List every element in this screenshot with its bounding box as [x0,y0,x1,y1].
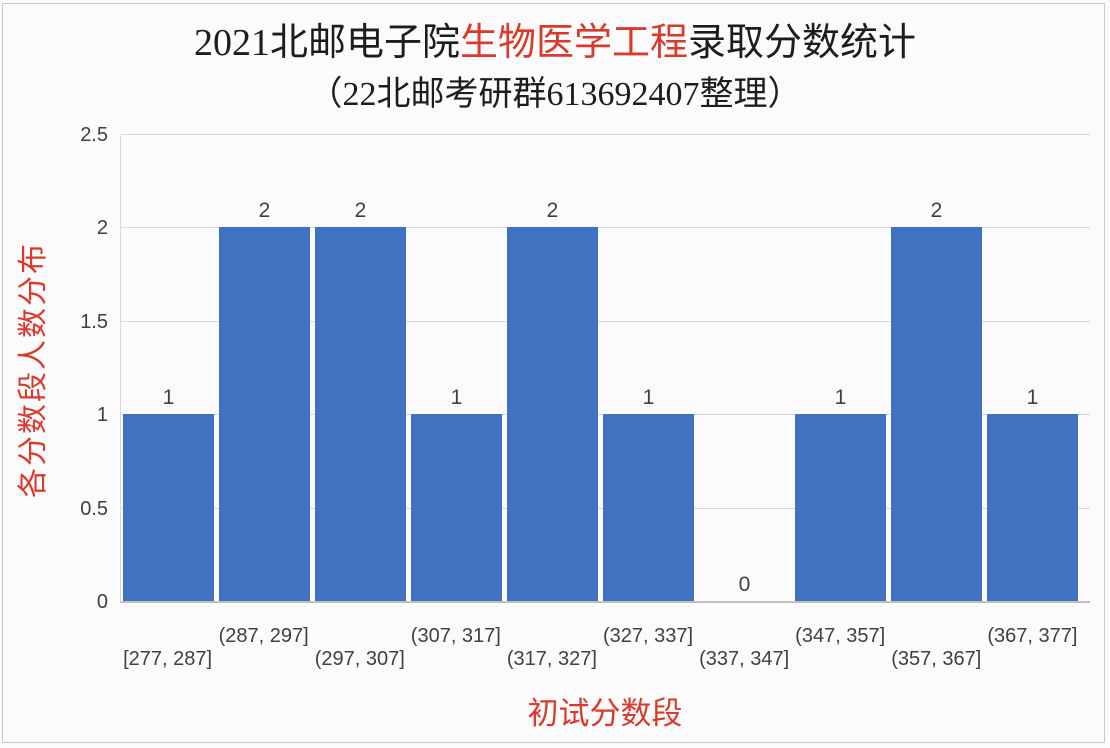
bar-column: 1 [795,136,886,601]
bar-column: 1 [411,136,502,601]
y-tick-label: 0 [96,591,108,613]
x-tick-cell: (357, 367] [891,603,982,683]
gridline [121,320,1090,322]
bar-value-label: 1 [450,386,463,410]
y-tick-label: 1 [96,404,108,427]
x-axis-ticks: [277, 287] (287, 297] (297, 307] (307, 317]… [120,603,1090,683]
bar [987,414,1078,601]
bars-container: 1 2 2 1 2 1 0 1 2 1 [121,136,1090,601]
chart-title-block: 2021北邮电子院生物医学工程录取分数统计 （22北邮考研群613692407整… [0,20,1110,116]
x-tick-label: (317, 327] [506,648,597,670]
bar [315,227,406,601]
x-tick-cell: (287, 297] [218,603,309,683]
title-prefix: 2021北邮电子院 [193,22,460,64]
bar-value-label: 2 [258,199,271,223]
bar [411,414,502,601]
x-tick-cell: (367, 377] [987,603,1078,683]
x-tick-cell: (297, 307] [314,603,405,683]
bar-column: 2 [891,136,982,601]
gridline [121,227,1090,229]
plot-area: 1 2 2 1 2 1 0 1 2 1 [120,134,1090,603]
x-tick-label: (337, 347] [699,648,790,670]
y-tick-label: 2.5 [80,124,108,146]
x-tick-cell: (347, 357] [795,603,886,683]
y-tick-label: 2 [96,217,108,240]
bar [795,414,886,601]
bar-column: 1 [123,136,214,601]
x-tick-cell: (337, 347] [699,603,790,683]
title-suffix: 录取分数统计 [688,22,917,64]
chart-title: 2021北邮电子院生物医学工程录取分数统计 [0,20,1110,68]
bar [507,227,598,601]
bar-value-label: 2 [354,199,367,223]
bar-value-label: 1 [1026,386,1039,410]
bar-value-label: 1 [162,386,175,410]
x-tick-cell: [277, 287] [122,603,213,683]
bar-column: 1 [603,136,694,601]
bar-column: 2 [315,136,406,601]
x-tick-label: [277, 287] [123,648,213,670]
gridline [121,134,1090,135]
y-tick-label: 1.5 [80,310,108,333]
x-tick-label: (347, 357] [795,625,886,647]
x-axis-title: 初试分数段 [527,696,683,731]
bar [891,227,982,601]
bar [123,414,214,601]
bar-value-label: 1 [642,386,655,410]
x-tick-label: (297, 307] [314,648,405,670]
bar-column: 2 [219,136,310,601]
title-highlight: 生物医学工程 [459,22,688,64]
y-axis-ticks: 0 0.5 1 1.5 2 2.5 [0,124,108,613]
x-tick-label: (307, 317] [410,625,501,647]
x-tick-label: (357, 367] [891,648,982,670]
y-tick-label: 0.5 [80,497,108,520]
bar [603,414,694,601]
bar-value-label: 1 [834,386,847,410]
bar-column: 0 [699,136,790,601]
x-tick-cell: (327, 337] [602,603,693,683]
bar-value-label: 0 [738,573,751,596]
chart-subtitle: （22北邮考研群613692407整理） [308,75,802,113]
bar [219,227,310,601]
x-tick-cell: (317, 327] [506,603,597,683]
bar-value-label: 2 [930,199,943,223]
x-tick-label: (287, 297] [218,625,309,647]
bar-column: 1 [987,136,1078,601]
x-tick-cell: (307, 317] [410,603,501,683]
bar-column: 2 [507,136,598,601]
x-tick-label: (327, 337] [602,625,694,647]
x-tick-label: (367, 377] [987,625,1078,647]
bar-value-label: 2 [546,199,559,223]
